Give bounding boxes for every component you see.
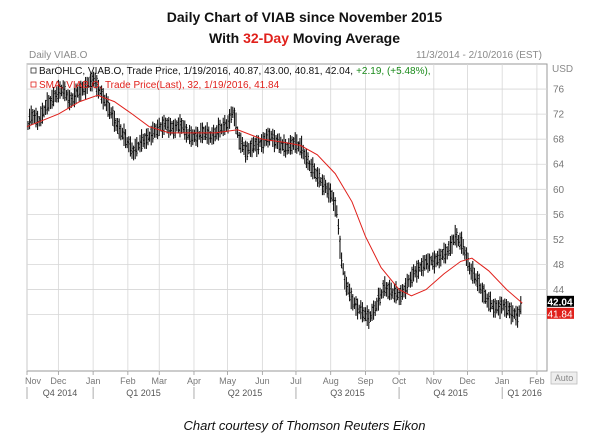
legend-bar-text: BarOHLC, VIAB.O, Trade Price, 1/19/2016,… <box>39 66 431 77</box>
x-month-label: May <box>219 376 237 386</box>
x-quarter-label: Q1 2015 <box>126 388 161 398</box>
y-tick-label: 64 <box>553 160 565 171</box>
chart-caption: Chart courtesy of Thomson Reuters Eikon <box>183 418 426 433</box>
legend-bar-change: +2.19, (+5.48%), <box>356 66 431 77</box>
sma-price-tag: 41.84 <box>547 307 574 320</box>
y-tick-label: 72 <box>553 110 565 121</box>
x-month-label: Jun <box>255 376 270 386</box>
page-title: Daily Chart of VIAB since November 2015 <box>166 9 443 25</box>
panel-date-range: 11/3/2014 - 2/10/2016 (EST) <box>416 50 542 61</box>
y-tick-label: 68 <box>553 135 565 146</box>
price-bars <box>27 71 522 329</box>
y-tick-label: 48 <box>553 260 565 271</box>
subtitle-prefix: With <box>208 30 244 46</box>
x-quarter-label: Q2 2015 <box>228 388 263 398</box>
grid <box>26 64 547 371</box>
panel-header <box>27 48 581 61</box>
auto-button[interactable] <box>550 371 578 385</box>
x-month-label: Nov <box>25 376 42 386</box>
x-month-label: Dec <box>459 376 476 386</box>
legend-box-bar <box>30 67 37 74</box>
legend: BarOHLC, VIAB.O, Trade Price, 1/19/2016,… <box>30 66 431 91</box>
x-month-label: Jan <box>495 376 510 386</box>
x-axis: Nov Dec Jan Feb Mar Apr May Jun Jul Aug Sep Oct Nov D… <box>25 371 545 399</box>
x-month-label: Feb <box>120 376 136 386</box>
x-month-label: Jul <box>290 376 302 386</box>
subtitle-accent: 32-Day <box>243 30 289 46</box>
last-price-value: 42.04 <box>547 297 572 308</box>
last-price-tag: 42.04 <box>547 295 574 308</box>
y-tick-label: 52 <box>553 235 565 246</box>
plot-area <box>26 63 548 372</box>
legend-sma-text: SMA, VIAB.O, Trade Price(Last), 32, 1/19… <box>39 80 280 91</box>
sma-line <box>26 94 523 304</box>
x-month-label: Dec <box>50 376 67 386</box>
x-month-label: Jan <box>86 376 101 386</box>
y-tick-label: 44 <box>553 285 565 296</box>
currency-label: USD <box>552 64 573 75</box>
x-month-label: Apr <box>187 376 201 386</box>
x-month-label: Mar <box>151 376 167 386</box>
legend-box-sma <box>30 81 37 88</box>
x-month-label: Feb <box>529 376 545 386</box>
x-quarter-label: Q1 2016 <box>507 388 542 398</box>
y-tick-label: 60 <box>553 185 565 196</box>
y-tick-label: 56 <box>553 210 565 221</box>
legend-bar-values: BarOHLC, VIAB.O, Trade Price, 1/19/2016,… <box>39 66 353 77</box>
x-quarter-label: Q4 2014 <box>43 388 78 398</box>
y-axis: 40444852566064687276 <box>553 85 565 322</box>
panel-label: Daily VIAB.O <box>29 50 88 61</box>
sma-price-value: 41.84 <box>547 309 572 320</box>
x-month-label: Aug <box>323 376 339 386</box>
x-quarter-label: Q3 2015 <box>330 388 365 398</box>
subtitle-suffix: Moving Average <box>289 30 400 46</box>
x-month-label: Sep <box>357 376 373 386</box>
page-subtitle: With 32-Day Moving Average <box>0 30 609 46</box>
x-month-label: Oct <box>392 376 407 386</box>
x-month-label: Nov <box>426 376 443 386</box>
y-tick-label: 76 <box>553 85 565 96</box>
x-quarter-label: Q4 2015 <box>433 388 468 398</box>
auto-button-label: Auto <box>555 373 574 383</box>
